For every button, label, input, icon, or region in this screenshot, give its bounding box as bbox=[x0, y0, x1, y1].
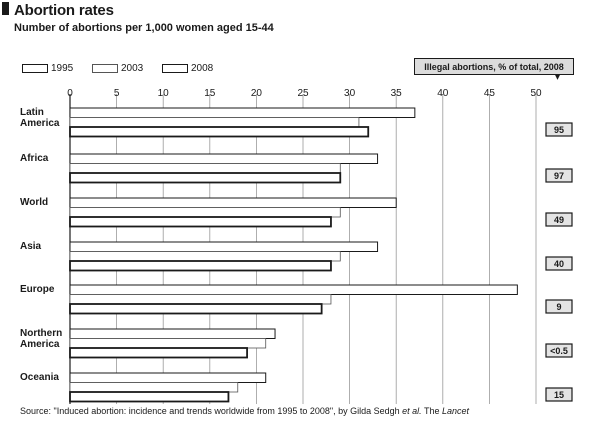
illegal-pct-box bbox=[545, 256, 573, 271]
bar-2003 bbox=[69, 294, 332, 305]
bar-1995 bbox=[69, 372, 267, 383]
legend-swatch-2008 bbox=[162, 63, 188, 73]
illegal-pct-box bbox=[545, 212, 573, 227]
source-etal: et al. bbox=[402, 406, 422, 416]
bar-2008 bbox=[69, 303, 323, 315]
x-tick-label: 40 bbox=[437, 88, 449, 99]
bar-1995 bbox=[69, 107, 416, 118]
source-prefix: Source: "Induced abortion: incidence and… bbox=[20, 406, 400, 416]
x-tick-label: 50 bbox=[530, 88, 542, 99]
bar-2003 bbox=[69, 338, 267, 349]
x-tick-label: 20 bbox=[251, 88, 263, 99]
bar-2008 bbox=[69, 391, 230, 403]
illegal-pct-label: 15 bbox=[554, 390, 564, 400]
illegal-pct-label: 95 bbox=[554, 125, 564, 135]
category-label: Europe bbox=[20, 284, 55, 295]
bar-2003 bbox=[69, 207, 341, 218]
bar-2003 bbox=[69, 163, 341, 174]
bar-1995 bbox=[69, 241, 379, 252]
illegal-pct-box bbox=[545, 387, 573, 402]
category-label: World bbox=[20, 197, 48, 208]
source-note: Source: "Induced abortion: incidence and… bbox=[20, 406, 469, 416]
illegal-pct-box bbox=[545, 122, 573, 137]
chart-subtitle: Number of abortions per 1,000 women aged… bbox=[14, 22, 274, 34]
legend-label-1995: 1995 bbox=[51, 62, 74, 74]
x-tick-label: 15 bbox=[204, 88, 216, 99]
legend-item-2008: 2008 bbox=[162, 61, 213, 75]
x-tick-label: 25 bbox=[297, 88, 309, 99]
bar-1995 bbox=[69, 284, 518, 295]
category-label: Asia bbox=[20, 241, 42, 252]
bar-2008 bbox=[69, 347, 248, 359]
illegal-pct-label: 97 bbox=[554, 171, 564, 181]
legend: 1995 2003 2008 bbox=[14, 61, 314, 75]
legend-item-2003: 2003 bbox=[92, 61, 143, 75]
category-label: Northern bbox=[20, 328, 62, 339]
illegal-pct-box bbox=[545, 343, 573, 358]
source-middle: The bbox=[421, 406, 443, 416]
x-tick-label: 0 bbox=[67, 88, 73, 99]
legend-swatch-1995 bbox=[22, 63, 48, 73]
category-label: Africa bbox=[20, 153, 49, 164]
cursor-icon: ▾ bbox=[555, 72, 561, 83]
legend-label-2008: 2008 bbox=[191, 62, 214, 74]
legend-item-1995: 1995 bbox=[22, 61, 73, 75]
x-tick-label: 10 bbox=[158, 88, 170, 99]
bar-2003 bbox=[69, 251, 341, 262]
x-tick-label: 35 bbox=[391, 88, 403, 99]
x-tick-label: 45 bbox=[484, 88, 496, 99]
x-tick-label: 30 bbox=[344, 88, 356, 99]
category-label: America bbox=[20, 118, 60, 129]
bar-1995 bbox=[69, 197, 397, 208]
bar-1995 bbox=[69, 153, 379, 164]
bar-2003 bbox=[69, 382, 239, 393]
illegal-pct-label: <0.5 bbox=[550, 346, 568, 356]
x-tick-label: 5 bbox=[114, 88, 120, 99]
bar-2003 bbox=[69, 117, 360, 128]
bar-2008 bbox=[69, 172, 342, 184]
illegal-abortions-header: Illegal abortions, % of total, 2008 bbox=[414, 58, 574, 75]
chart-title: Abortion rates bbox=[14, 2, 114, 19]
source-journal: Lancet bbox=[442, 406, 470, 416]
title-marker bbox=[2, 2, 9, 15]
bar-2008 bbox=[69, 216, 332, 228]
legend-label-2003: 2003 bbox=[121, 62, 144, 74]
illegal-pct-label: 40 bbox=[554, 259, 564, 269]
bar-2008 bbox=[69, 126, 370, 138]
illegal-pct-box bbox=[545, 168, 573, 183]
bar-2008 bbox=[69, 260, 332, 272]
legend-swatch-2003 bbox=[92, 63, 118, 73]
illegal-pct-box bbox=[545, 299, 573, 314]
category-label: America bbox=[20, 339, 60, 350]
bar-1995 bbox=[69, 328, 276, 339]
category-label: Oceania bbox=[20, 372, 59, 383]
illegal-pct-label: 49 bbox=[554, 215, 564, 225]
illegal-pct-label: 9 bbox=[556, 302, 561, 312]
category-label: Latin bbox=[20, 107, 44, 118]
